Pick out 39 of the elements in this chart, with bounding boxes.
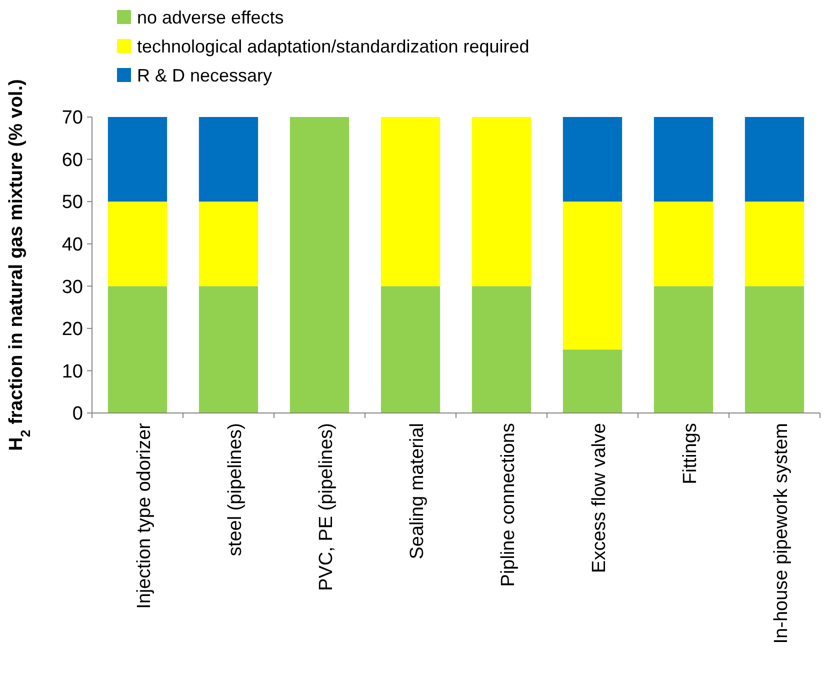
bar: [562, 202, 622, 350]
bar: [108, 202, 168, 286]
bar: [744, 286, 804, 413]
y-tick-label: 50: [62, 192, 83, 214]
x-tick-label: Excess flow valve: [589, 423, 610, 573]
bar: [654, 117, 714, 202]
y-tick-label: 40: [62, 234, 83, 256]
x-tick-label: Pipline connections: [498, 423, 520, 587]
bar: [198, 286, 258, 413]
x-tick-label: PVC, PE (pipelines): [316, 423, 338, 591]
legend-label: no adverse effects: [137, 7, 284, 28]
bar: [654, 202, 714, 286]
bar: [198, 202, 258, 286]
bar: [744, 117, 804, 202]
bar: [472, 286, 532, 413]
y-tick-label: 10: [62, 361, 83, 382]
bar: [654, 286, 714, 413]
bar: [380, 117, 440, 286]
legend-label: R & D necessary: [137, 65, 272, 86]
x-tick-label: In-house pipework system: [771, 423, 792, 644]
bar: [744, 202, 804, 286]
x-tick-label: Sealing material: [407, 423, 428, 560]
y-tick-label: 0: [72, 404, 83, 425]
y-tick-label: 70: [62, 108, 83, 129]
bar: [562, 350, 622, 413]
legend-label: technological adaptation/standardization required: [137, 36, 530, 56]
bar: [108, 117, 168, 202]
bar: [562, 117, 622, 202]
bar: [108, 286, 168, 413]
x-tick-label: steel (pipelines): [225, 423, 246, 556]
bar: [198, 117, 258, 202]
x-tick-label: Injection type odorizer: [134, 422, 156, 609]
bar: [472, 117, 532, 286]
y-tick-label: 30: [62, 276, 83, 298]
bar: [290, 117, 350, 413]
y-tick-label: 60: [62, 150, 83, 171]
y-tick-label: 20: [62, 319, 83, 340]
x-tick-label: Fittings: [680, 423, 702, 484]
bar: [380, 286, 440, 413]
